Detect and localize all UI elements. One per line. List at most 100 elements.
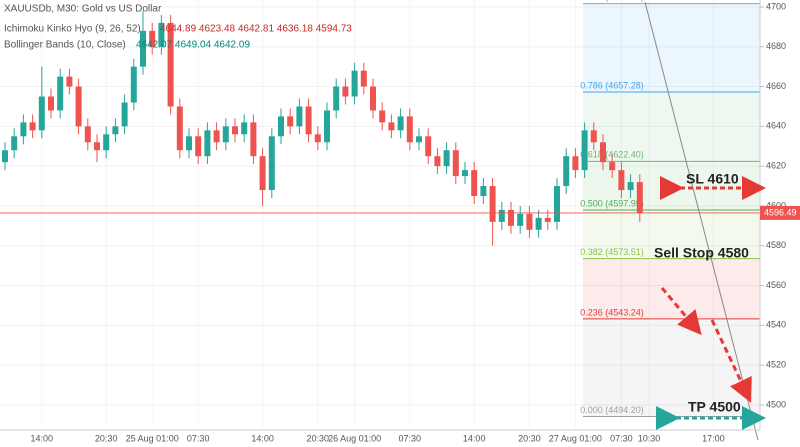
candle-body bbox=[94, 142, 100, 151]
candle-body bbox=[443, 150, 450, 167]
candle-body bbox=[112, 126, 119, 135]
candle-body bbox=[241, 122, 248, 135]
candle-body bbox=[609, 162, 616, 171]
y-tick-label: 4500 bbox=[766, 399, 786, 409]
x-tick-label: 20:30 bbox=[518, 433, 541, 443]
fib-label: 0.236 (4543.24) bbox=[580, 307, 644, 317]
indicator-name: Ichimoku Kinko Hyo (9, 26, 52) bbox=[4, 24, 141, 35]
fib-label: 0.382 (4573.51) bbox=[580, 247, 644, 257]
candle-body bbox=[636, 182, 643, 213]
candle-body bbox=[627, 182, 634, 191]
x-tick-label: 26 Aug 01:00 bbox=[328, 433, 381, 443]
y-tick-label: 4600 bbox=[766, 200, 786, 210]
candle-body bbox=[29, 122, 36, 131]
fib-zone bbox=[583, 258, 760, 319]
candle-body bbox=[314, 134, 321, 143]
fib-label: 1.000 (4701.65) bbox=[580, 0, 644, 2]
candle-body bbox=[544, 217, 551, 222]
fib-zone bbox=[583, 210, 760, 259]
indicator-name: Bollinger Bands (10, Close) bbox=[4, 40, 126, 51]
candles bbox=[0, 10, 760, 246]
indicator-values: 4642.07 4649.04 4642.09 bbox=[136, 40, 250, 51]
y-tick-label: 4560 bbox=[766, 280, 786, 290]
fib-label: 0.500 (4597.95) bbox=[580, 198, 644, 208]
candle-body bbox=[149, 30, 156, 47]
candle-body bbox=[581, 130, 588, 171]
candle-body bbox=[121, 102, 128, 127]
y-tick-label: 4580 bbox=[766, 240, 786, 250]
candle-body bbox=[498, 209, 505, 222]
x-tick-label: 07:30 bbox=[399, 433, 422, 443]
candle-body bbox=[11, 136, 18, 151]
candle-body bbox=[250, 122, 257, 157]
candle-body bbox=[397, 116, 404, 131]
y-tick-label: 4540 bbox=[766, 320, 786, 330]
x-tick-label: 14:00 bbox=[251, 433, 274, 443]
candle-body bbox=[2, 150, 8, 163]
fib-zone bbox=[583, 3, 760, 92]
candle-body bbox=[222, 126, 229, 143]
y-tick-label: 4680 bbox=[766, 41, 786, 51]
candle-body bbox=[20, 122, 27, 137]
candle-body bbox=[526, 213, 533, 230]
candle-body bbox=[287, 116, 294, 127]
candle-body bbox=[360, 70, 367, 87]
fib-label: 0.786 (4657.28) bbox=[580, 80, 644, 90]
candle-body bbox=[48, 96, 54, 111]
x-tick-label: 25 Aug 01:00 bbox=[126, 433, 179, 443]
candle-body bbox=[600, 142, 606, 163]
annotation: Sell Stop 4580 bbox=[654, 245, 749, 261]
x-tick-label: 10:30 bbox=[638, 433, 661, 443]
candle-body bbox=[618, 170, 625, 191]
candle-body bbox=[517, 213, 524, 226]
candle-body bbox=[563, 156, 570, 187]
candle-body bbox=[535, 217, 542, 230]
candle-body bbox=[416, 136, 422, 143]
candle-body bbox=[379, 110, 386, 123]
candle-body bbox=[213, 130, 220, 143]
annotation: SL 4610 bbox=[686, 171, 739, 187]
candle-body bbox=[278, 116, 284, 137]
x-tick-label: 27 Aug 01:00 bbox=[549, 433, 602, 443]
candle-body bbox=[75, 86, 82, 127]
candle-body bbox=[38, 96, 45, 131]
candle-body bbox=[232, 126, 238, 135]
candle-body bbox=[351, 70, 358, 97]
candle-body bbox=[572, 156, 579, 171]
candle-body bbox=[388, 122, 395, 131]
candle-body bbox=[489, 186, 496, 222]
candle-body bbox=[434, 156, 441, 167]
trend-line bbox=[644, 1, 759, 441]
annotation: TP 4500 bbox=[688, 399, 741, 415]
candle-body bbox=[554, 186, 560, 222]
price-tag bbox=[760, 205, 800, 220]
y-tick-label: 4700 bbox=[766, 1, 786, 11]
x-tick-label: 20:30 bbox=[307, 433, 330, 443]
x-tick-label: 07:30 bbox=[187, 433, 210, 443]
candle-body bbox=[268, 136, 275, 191]
candle-body bbox=[452, 150, 459, 177]
candle-body bbox=[84, 126, 91, 143]
candle-body bbox=[324, 110, 330, 143]
candle-body bbox=[370, 86, 376, 111]
candle-body bbox=[480, 186, 487, 196]
fib-label: 0.000 (4494.20) bbox=[580, 405, 644, 415]
candle-body bbox=[140, 30, 146, 67]
down-arrow bbox=[710, 319, 752, 403]
x-tick-label: 07:30 bbox=[610, 433, 633, 443]
down-arrow bbox=[660, 287, 702, 336]
candle-body bbox=[406, 116, 413, 143]
candle-body bbox=[176, 106, 183, 151]
price-tag-label: 4596.49 bbox=[764, 207, 797, 217]
candle-body bbox=[158, 22, 165, 47]
y-tick-label: 4640 bbox=[766, 121, 786, 131]
candle-body bbox=[333, 86, 340, 111]
y-tick-label: 4520 bbox=[766, 359, 786, 369]
candle-body bbox=[342, 86, 349, 97]
candle-body bbox=[590, 130, 597, 143]
candle-body bbox=[57, 76, 64, 111]
y-tick-label: 4620 bbox=[766, 161, 786, 171]
candle-body bbox=[195, 136, 202, 157]
chart-title: XAUUSDb, M30: Gold vs US Dollar bbox=[4, 4, 162, 15]
